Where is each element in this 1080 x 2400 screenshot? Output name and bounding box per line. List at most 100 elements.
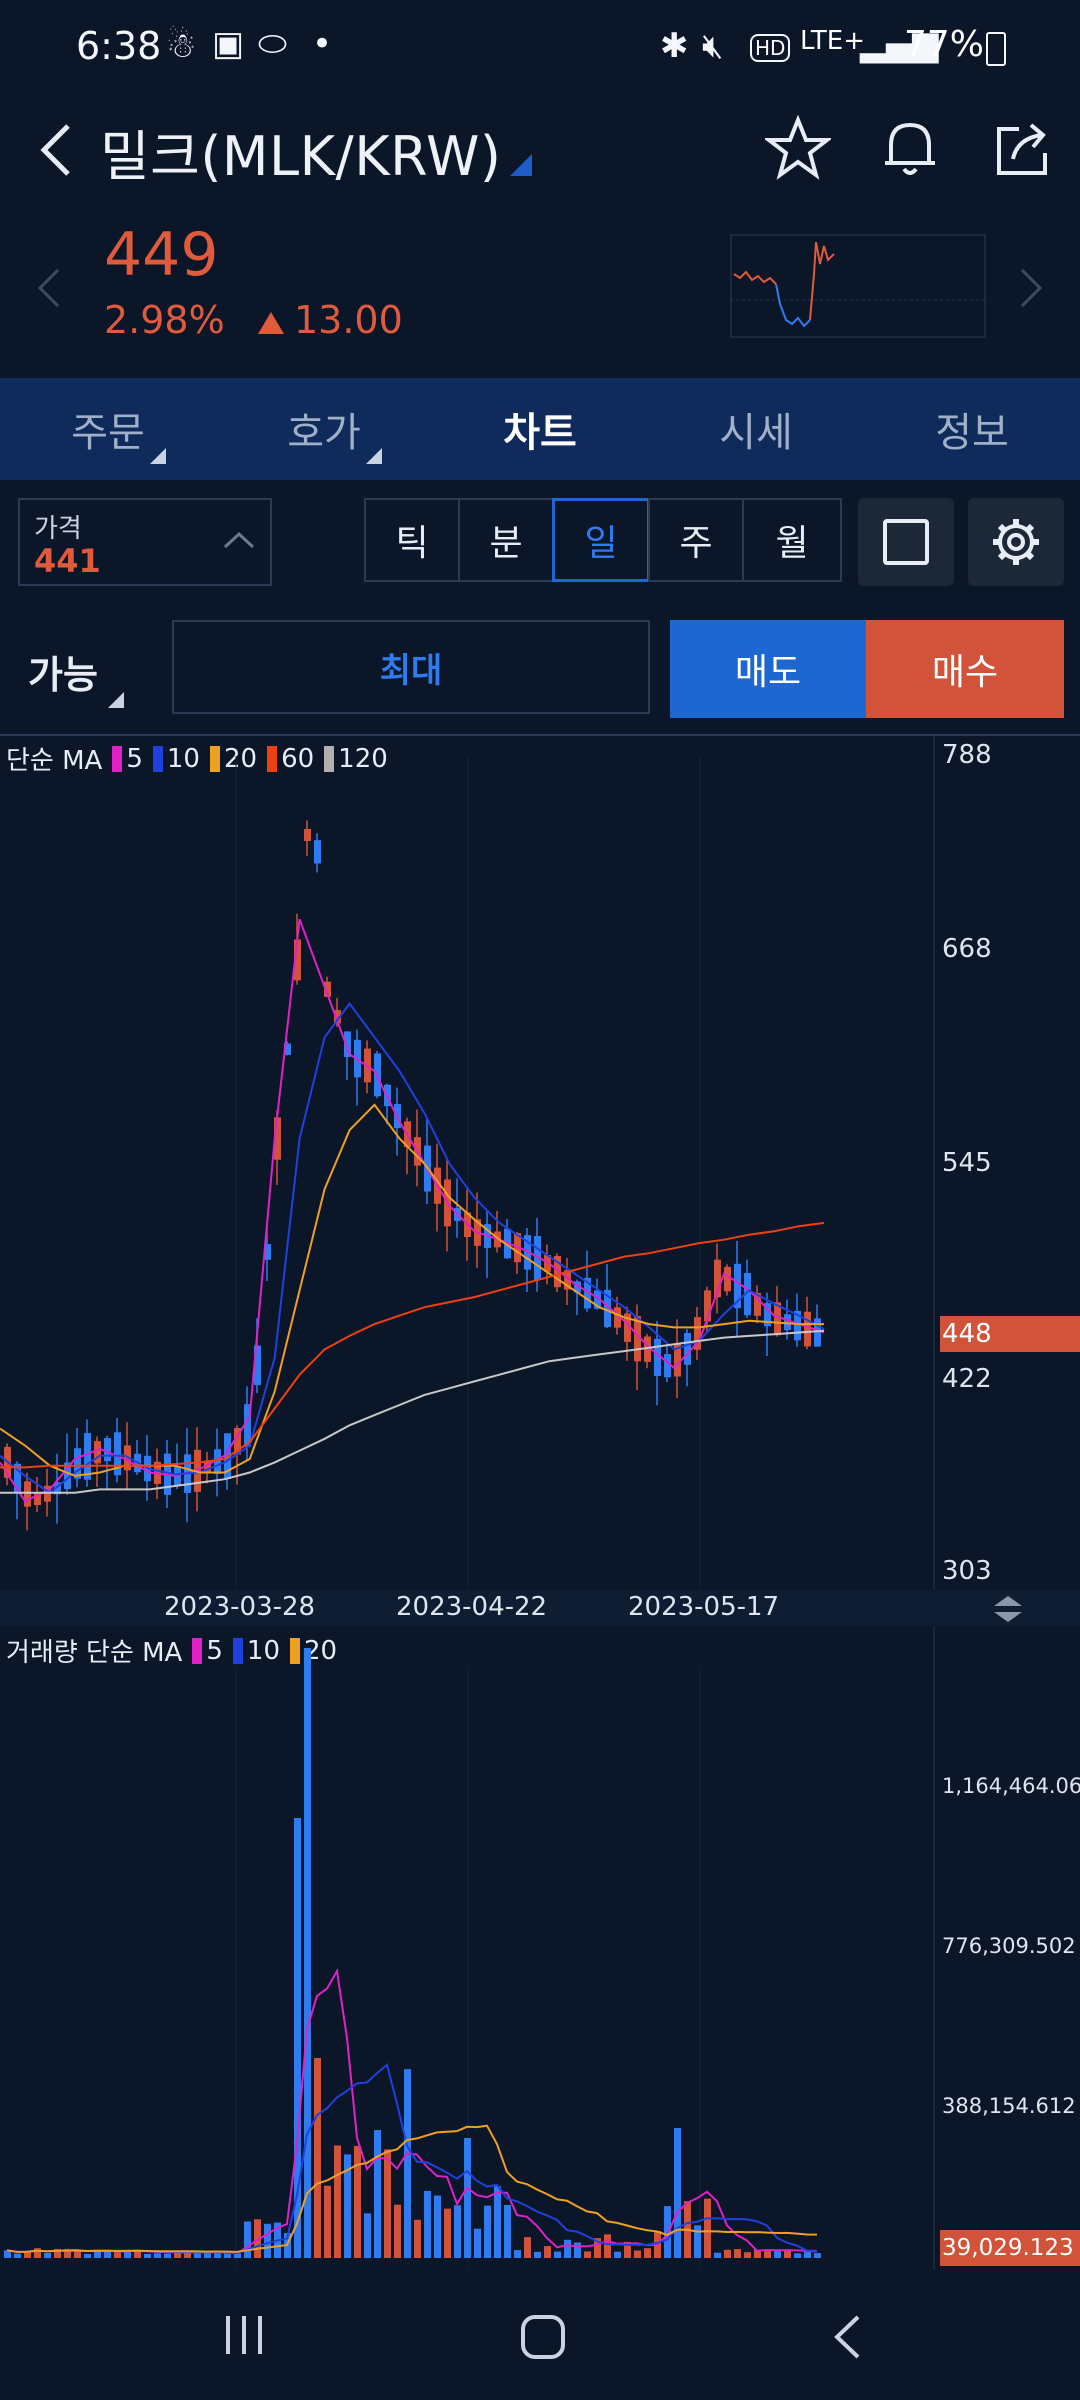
- legend-label: 20: [223, 743, 258, 774]
- volume-bar: [674, 2128, 681, 2258]
- candle: [624, 1313, 631, 1342]
- legend-swatch: [232, 1637, 243, 1664]
- tab-info[interactable]: 정보: [864, 378, 1080, 480]
- volume-bar: [444, 2208, 451, 2258]
- main-tabs: 주문 호가 차트 시세 정보: [0, 378, 1080, 480]
- home-icon[interactable]: [520, 2314, 566, 2360]
- battery-icon: [986, 32, 1006, 66]
- period-week[interactable]: 주: [648, 498, 744, 582]
- volume-bar: [354, 2145, 361, 2258]
- sell-button[interactable]: 매도: [670, 620, 866, 718]
- volume-bar: [514, 2250, 521, 2258]
- alert-button[interactable]: [870, 108, 950, 188]
- tab-chart[interactable]: 차트: [432, 378, 648, 480]
- volume-ma-legend: 거래량 단순 MA 5 10 20: [6, 1632, 337, 1669]
- price-selector[interactable]: 가격 441: [18, 498, 272, 586]
- y-label: 668: [942, 934, 992, 964]
- fullscreen-button[interactable]: [858, 498, 954, 586]
- ma-line-10: [0, 1001, 825, 1494]
- volume-bar: [544, 2246, 551, 2258]
- tab-quotes[interactable]: 시세: [648, 378, 864, 480]
- volume-ma-line-20: [6, 2124, 818, 2253]
- volume-bar: [214, 2253, 221, 2258]
- y-label: 303: [942, 1556, 992, 1586]
- candle: [784, 1314, 791, 1331]
- mini-sparkline: [730, 234, 986, 338]
- volume-ma-line-5: [6, 1967, 818, 2255]
- gallery-icon: ▣: [212, 24, 245, 64]
- back-nav-icon[interactable]: [832, 2314, 862, 2360]
- volume-bar: [254, 2219, 261, 2258]
- volume-bar: [294, 1818, 301, 2258]
- legend-label: 60: [281, 743, 315, 774]
- candle: [234, 1428, 241, 1455]
- buy-button[interactable]: 매수: [866, 620, 1064, 718]
- candle: [724, 1266, 731, 1292]
- volume-bar: [204, 2253, 211, 2258]
- notification-icon: ☃: [166, 26, 197, 66]
- status-time: 6:38: [76, 24, 162, 68]
- candle: [674, 1343, 681, 1377]
- volume-bar: [704, 2198, 711, 2258]
- next-coin-button[interactable]: [1018, 266, 1044, 314]
- candle: [24, 1481, 31, 1507]
- recent-apps-icon[interactable]: [222, 2314, 266, 2356]
- volume-bar: [614, 2251, 621, 2258]
- volume-bar: [564, 2239, 571, 2258]
- page-title[interactable]: 밀크(MLK/KRW): [100, 125, 502, 188]
- legend-label: 10: [246, 1635, 280, 1666]
- legend-label: 5: [206, 1635, 223, 1666]
- back-button[interactable]: [16, 110, 96, 190]
- candle: [204, 1461, 211, 1473]
- bluetooth-icon: ✱: [660, 26, 689, 66]
- period-month[interactable]: 월: [742, 498, 842, 582]
- tab-orderbook[interactable]: 호가: [216, 378, 432, 480]
- bell-icon: [885, 122, 935, 175]
- candle: [594, 1290, 601, 1309]
- chart-settings-button[interactable]: [968, 498, 1064, 586]
- volume-bar: [54, 2248, 61, 2258]
- star-icon: [765, 115, 831, 180]
- volume-bar: [454, 2205, 461, 2258]
- available-dropdown-indicator: [108, 692, 124, 708]
- candle: [604, 1289, 611, 1328]
- legend-label: 10: [166, 743, 200, 774]
- legend-swatch: [112, 745, 123, 772]
- volume-bar: [554, 2251, 561, 2258]
- max-quantity-button[interactable]: 최대: [172, 620, 650, 714]
- volume-bar: [164, 2253, 171, 2258]
- favorite-button[interactable]: [758, 108, 838, 188]
- app-header: 밀크(MLK/KRW): [0, 96, 1080, 206]
- dot-icon: •: [312, 24, 333, 64]
- volume-bar: [714, 2252, 721, 2258]
- candle: [614, 1307, 621, 1328]
- tab-menu-indicator: [150, 448, 166, 464]
- volume-bar: [184, 2250, 191, 2258]
- up-triangle-icon: [258, 312, 284, 334]
- last-price-marker: 448: [940, 1316, 1080, 1352]
- candle: [44, 1485, 51, 1502]
- volume-bar: [374, 2130, 381, 2258]
- volume-chart[interactable]: [0, 1626, 1080, 2270]
- prev-coin-button[interactable]: [36, 266, 62, 314]
- volume-bar: [4, 2250, 11, 2258]
- volume-bar: [264, 2223, 271, 2258]
- resize-handle-icon[interactable]: [990, 1594, 1026, 1624]
- volume-bar: [384, 2149, 391, 2258]
- period-tick[interactable]: 틱: [364, 498, 460, 582]
- candle: [344, 1031, 351, 1057]
- tab-order[interactable]: 주문: [0, 378, 216, 480]
- pill-icon: ⬭: [258, 24, 288, 64]
- share-button[interactable]: [982, 108, 1062, 188]
- candle: [814, 1318, 821, 1347]
- candle: [694, 1317, 701, 1350]
- available-selector[interactable]: 가능: [28, 653, 98, 697]
- volume-bar: [804, 2251, 811, 2258]
- volume-bar: [74, 2250, 81, 2258]
- price-chart[interactable]: [0, 736, 1080, 1590]
- period-minute[interactable]: 분: [458, 498, 554, 582]
- volume-bar: [94, 2250, 101, 2258]
- period-day[interactable]: 일: [552, 498, 650, 582]
- network-label: LTE+: [800, 26, 865, 56]
- legend-swatch: [290, 1637, 300, 1664]
